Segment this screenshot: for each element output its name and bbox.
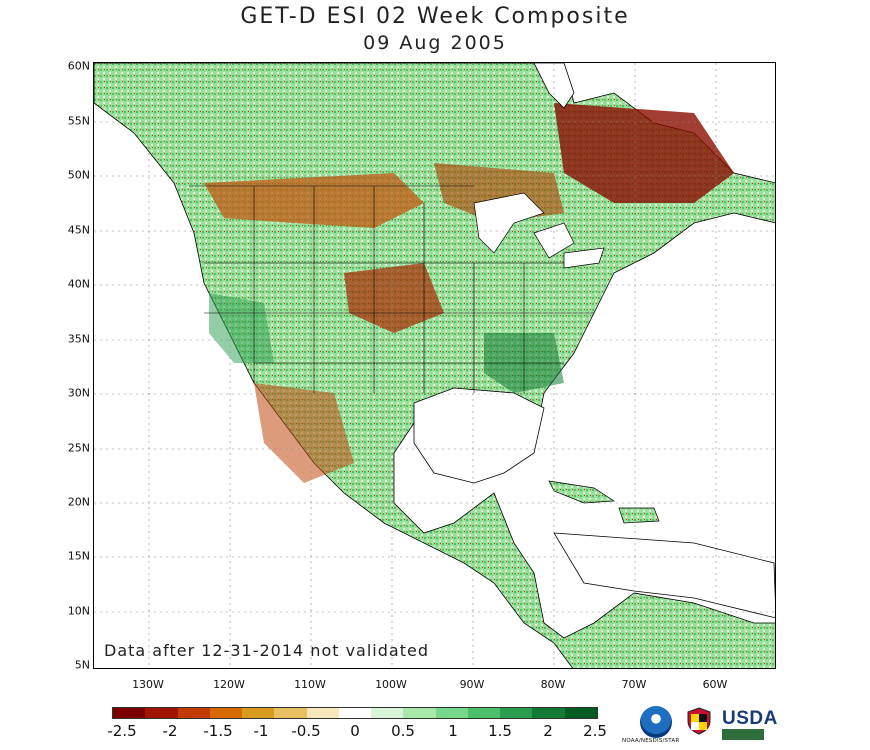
- colorbar-swatch: [467, 708, 501, 718]
- validation-note: Data after 12-31-2014 not validated: [104, 641, 429, 660]
- colorbar-swatch: [177, 708, 210, 718]
- lat-label: 15N: [67, 549, 90, 563]
- noaa-logo: [640, 706, 672, 738]
- dry-region-central: [344, 263, 444, 333]
- political-borders: [189, 185, 594, 393]
- lon-label: 60W: [702, 678, 728, 691]
- lat-label: 30N: [67, 386, 90, 400]
- lon-label: 70W: [621, 678, 647, 691]
- cuba: [548, 480, 616, 504]
- colorbar-swatch: [145, 708, 178, 718]
- colorbar-swatch: [209, 708, 243, 718]
- colorbar-swatch: [532, 708, 565, 718]
- colorbar-tick: 2: [543, 722, 553, 740]
- colorbar: [112, 707, 598, 719]
- lat-label: 45N: [67, 223, 90, 237]
- colorbar-tick: 1.5: [488, 722, 512, 740]
- lon-label: 130W: [132, 678, 164, 691]
- lat-label: 50N: [67, 168, 90, 182]
- colorbar-swatch: [403, 708, 436, 718]
- colorbar-tick: -1: [253, 722, 269, 740]
- lat-label: 10N: [67, 604, 90, 618]
- colorbar-swatch: [274, 708, 307, 718]
- colorbar-swatch: [371, 708, 404, 718]
- lon-label: 100W: [375, 678, 407, 691]
- lon-label: 90W: [459, 678, 485, 691]
- lon-label: 80W: [540, 678, 566, 691]
- lat-label: 35N: [67, 332, 90, 346]
- lat-label: 40N: [67, 277, 90, 291]
- wet-region-west: [209, 293, 274, 363]
- lat-label: 25N: [67, 441, 90, 455]
- usda-logo: USDA: [722, 708, 778, 729]
- colorbar-tick: -2: [162, 722, 178, 740]
- colorbar-tick: 1: [448, 722, 458, 740]
- noaa-caption: NOAA/NESDIS/STAR: [622, 738, 680, 744]
- usda-logo-bar: [722, 729, 764, 740]
- lon-label: 120W: [213, 678, 245, 691]
- graticule: [94, 63, 775, 668]
- colorbar-tick: 2.5: [583, 722, 607, 740]
- lon-label: 110W: [294, 678, 326, 691]
- lat-label: 20N: [67, 495, 90, 509]
- lat-label: 5N: [74, 658, 90, 672]
- colorbar-tick: 0: [350, 722, 360, 740]
- colorbar-swatch: [564, 708, 597, 718]
- colorbar-tick: 0.5: [391, 722, 415, 740]
- dry-region-quebec: [554, 103, 734, 203]
- map-subtitle: 09 Aug 2005: [363, 32, 507, 54]
- colorbar-swatch: [500, 708, 533, 718]
- colorbar-swatch: [435, 708, 468, 718]
- gulf-of-mexico: [413, 387, 545, 484]
- caribbean-sea: [553, 532, 775, 619]
- umd-seal: [687, 707, 711, 735]
- colorbar-swatch: [113, 708, 146, 718]
- colorbar-swatch: [338, 708, 372, 718]
- colorbar-tick: -2.5: [107, 722, 137, 740]
- lat-label: 55N: [67, 114, 90, 128]
- colorbar-swatch: [306, 708, 339, 718]
- esi-map: [94, 63, 775, 668]
- lat-label: 60N: [67, 59, 90, 73]
- dry-region-mexico: [254, 383, 354, 483]
- colorbar-swatch: [242, 708, 275, 718]
- map-panel: [93, 62, 776, 669]
- map-title: GET-D ESI 02 Week Composite: [240, 4, 630, 29]
- colorbar-tick: -1.5: [203, 722, 233, 740]
- colorbar-tick: -0.5: [291, 722, 321, 740]
- hispaniola: [618, 507, 660, 524]
- hudson-bay: [533, 63, 575, 109]
